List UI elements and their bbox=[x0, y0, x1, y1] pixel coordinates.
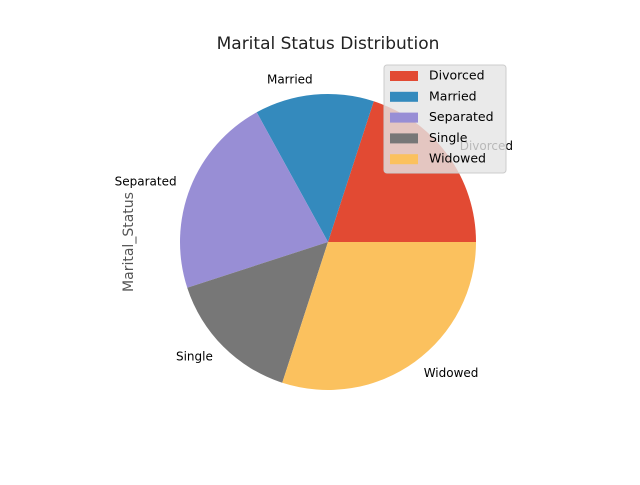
pie-slice-married bbox=[256, 94, 374, 243]
legend-label-married: Married bbox=[429, 88, 477, 103]
chart-title: Marital Status Distribution bbox=[217, 34, 440, 54]
legend-swatch-widowed bbox=[390, 154, 418, 165]
pie-slices bbox=[179, 94, 476, 390]
y-axis-label: Marital_Status bbox=[121, 192, 137, 292]
pie-label-married: Married bbox=[267, 72, 313, 86]
pie-label-single: Single bbox=[176, 350, 213, 364]
pie-slice-single bbox=[187, 242, 328, 383]
legend-swatch-divorced bbox=[390, 71, 418, 81]
pie-label-separated: Separated bbox=[115, 175, 177, 189]
legend-label-separated: Separated bbox=[429, 109, 494, 124]
legend-entries: Divorced Married Separated Single Widowed bbox=[390, 68, 494, 166]
legend-swatch-married bbox=[390, 91, 418, 102]
legend-swatch-separated bbox=[390, 112, 418, 123]
legend-swatch-single bbox=[390, 133, 418, 144]
legend-label-single: Single bbox=[429, 130, 468, 145]
legend: Divorced Married Separated Single Widowed bbox=[383, 64, 507, 174]
legend-label-widowed: Widowed bbox=[429, 151, 486, 166]
pie-label-widowed: Widowed bbox=[424, 366, 479, 380]
pie-slice-separated bbox=[179, 112, 328, 288]
pie-slice-widowed bbox=[282, 242, 476, 390]
legend-label-divorced: Divorced bbox=[429, 68, 485, 83]
